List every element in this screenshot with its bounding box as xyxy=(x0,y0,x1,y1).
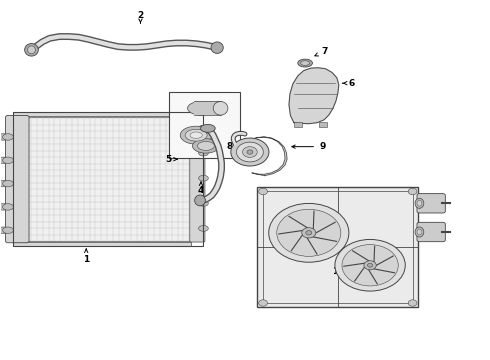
Ellipse shape xyxy=(213,102,228,115)
Polygon shape xyxy=(289,68,339,124)
Bar xyxy=(13,242,191,246)
Ellipse shape xyxy=(231,138,269,166)
Ellipse shape xyxy=(342,244,398,286)
Bar xyxy=(257,187,418,307)
Ellipse shape xyxy=(2,157,13,163)
FancyBboxPatch shape xyxy=(190,116,205,242)
Ellipse shape xyxy=(368,263,373,267)
Ellipse shape xyxy=(415,227,424,237)
Bar xyxy=(194,102,220,115)
Polygon shape xyxy=(250,137,287,176)
Ellipse shape xyxy=(198,201,208,206)
Ellipse shape xyxy=(298,59,313,67)
Ellipse shape xyxy=(198,175,208,181)
Ellipse shape xyxy=(200,125,215,132)
Ellipse shape xyxy=(301,61,310,66)
Ellipse shape xyxy=(2,204,13,210)
Bar xyxy=(13,112,203,246)
Ellipse shape xyxy=(27,46,35,54)
Bar xyxy=(169,92,240,158)
Ellipse shape xyxy=(24,44,38,56)
Ellipse shape xyxy=(195,195,205,206)
Bar xyxy=(25,117,191,241)
Ellipse shape xyxy=(269,203,349,262)
Text: 10: 10 xyxy=(332,264,344,276)
FancyBboxPatch shape xyxy=(417,222,445,242)
Ellipse shape xyxy=(259,300,268,306)
Ellipse shape xyxy=(415,198,424,208)
Ellipse shape xyxy=(417,229,422,235)
Ellipse shape xyxy=(180,126,212,144)
Ellipse shape xyxy=(198,125,208,131)
Ellipse shape xyxy=(193,139,220,153)
Ellipse shape xyxy=(198,226,208,231)
Ellipse shape xyxy=(306,231,312,235)
Ellipse shape xyxy=(211,42,223,53)
Ellipse shape xyxy=(259,188,268,195)
Ellipse shape xyxy=(190,132,202,138)
FancyBboxPatch shape xyxy=(417,194,445,213)
Ellipse shape xyxy=(2,180,13,187)
Ellipse shape xyxy=(417,201,422,206)
Text: 4: 4 xyxy=(198,182,204,194)
Ellipse shape xyxy=(0,227,8,233)
Ellipse shape xyxy=(2,227,13,233)
Ellipse shape xyxy=(237,142,263,162)
Ellipse shape xyxy=(185,129,207,141)
Ellipse shape xyxy=(198,150,208,156)
Ellipse shape xyxy=(364,261,376,270)
Ellipse shape xyxy=(0,180,8,187)
Ellipse shape xyxy=(0,204,8,210)
Ellipse shape xyxy=(188,102,215,115)
Bar xyxy=(263,192,413,303)
Bar xyxy=(294,122,302,127)
Text: 11: 11 xyxy=(429,228,446,237)
Bar xyxy=(319,122,327,127)
Text: 7: 7 xyxy=(315,47,327,56)
Text: 1: 1 xyxy=(83,249,89,264)
FancyBboxPatch shape xyxy=(5,116,29,243)
Bar xyxy=(13,112,191,116)
Text: 2: 2 xyxy=(137,11,144,23)
Ellipse shape xyxy=(197,141,215,150)
Ellipse shape xyxy=(302,228,316,238)
Ellipse shape xyxy=(0,134,8,140)
Text: 5: 5 xyxy=(165,155,177,164)
Ellipse shape xyxy=(408,188,417,195)
Text: 12: 12 xyxy=(429,199,446,208)
Text: 9: 9 xyxy=(292,142,325,151)
Text: 6: 6 xyxy=(343,79,355,88)
Ellipse shape xyxy=(243,147,257,157)
Ellipse shape xyxy=(2,134,13,140)
Ellipse shape xyxy=(0,157,8,163)
Ellipse shape xyxy=(277,209,341,256)
Text: 8: 8 xyxy=(226,142,238,151)
Ellipse shape xyxy=(408,300,417,306)
Ellipse shape xyxy=(247,150,253,154)
Ellipse shape xyxy=(335,239,405,291)
Text: 3: 3 xyxy=(221,140,230,149)
